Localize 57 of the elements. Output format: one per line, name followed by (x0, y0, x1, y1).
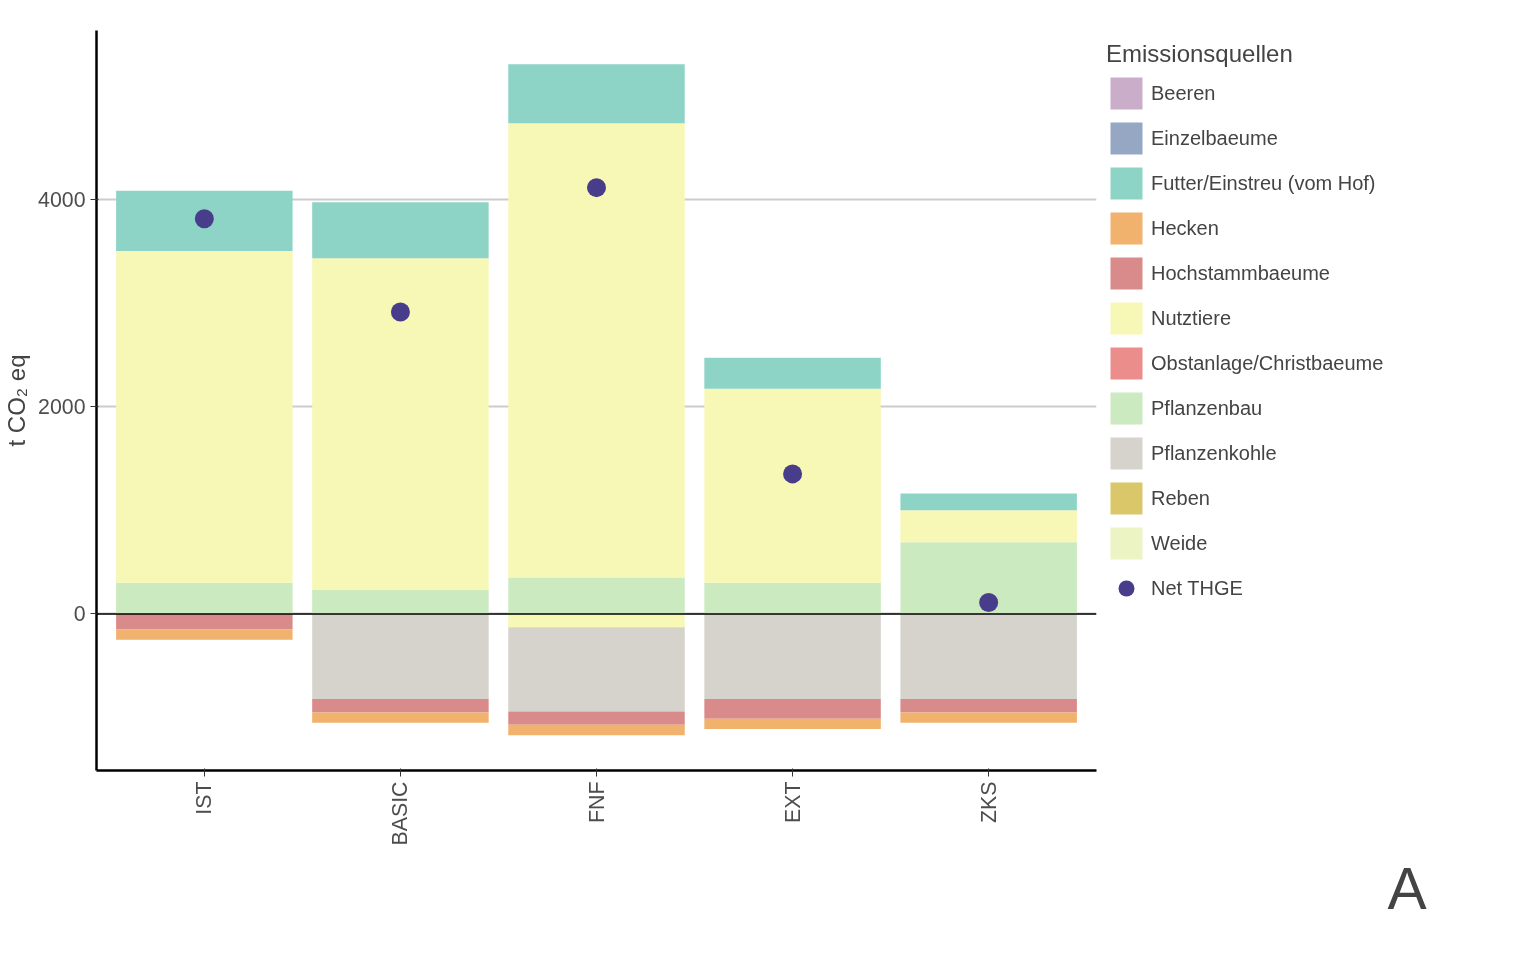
legend-label: Einzelbaeume (1151, 126, 1278, 150)
bar (312, 590, 489, 614)
point (587, 178, 606, 198)
y-tick-label: 0 (73, 602, 86, 627)
point (783, 464, 803, 484)
legend-label: Weide (1151, 531, 1208, 555)
bar (900, 613, 1077, 699)
bar (312, 202, 489, 259)
bar (116, 190, 293, 251)
bar (508, 724, 685, 736)
bar (312, 698, 489, 713)
bar (900, 542, 1077, 614)
bar (312, 712, 489, 723)
point (194, 209, 214, 229)
bar (116, 582, 293, 614)
bar (312, 613, 489, 699)
bar (704, 388, 881, 583)
bar (704, 698, 881, 719)
x-tick-label: BASIC (388, 781, 413, 846)
bar (508, 64, 685, 124)
bar (312, 258, 489, 591)
bar (704, 582, 881, 614)
legend-label: Pflanzenbau (1151, 396, 1263, 420)
legend-label: Nutztiere (1151, 306, 1232, 330)
bar (116, 613, 293, 630)
bar (508, 123, 685, 578)
y-tick-label: 4000 (38, 187, 86, 212)
bar (900, 712, 1077, 723)
legend-label: Pflanzenkohle (1151, 441, 1277, 465)
legend-title: Emissionsquellen (1106, 40, 1294, 68)
legend-label: Futter/Einstreu (vom Hof) (1151, 171, 1376, 195)
bar (116, 250, 293, 583)
x-tick-label: EXT (780, 781, 805, 823)
bar (900, 493, 1077, 511)
point (979, 593, 999, 612)
bar (508, 577, 685, 614)
bar (704, 357, 881, 389)
bar (508, 711, 685, 725)
y-axis-title: t CO₂ eq (3, 354, 31, 447)
bar (900, 510, 1077, 543)
text: A (1387, 855, 1428, 921)
x-tick-label: FNF (584, 781, 609, 823)
y-tick-label: 2000 (38, 394, 86, 419)
legend-label: Obstanlage/Christbaeume (1151, 351, 1384, 375)
bar (508, 627, 685, 712)
bar (704, 718, 881, 730)
bar (116, 629, 293, 640)
legend-label: Hecken (1151, 216, 1219, 240)
x-tick-label: ZKS (976, 781, 1001, 823)
point (390, 302, 410, 322)
legend-label: Beeren (1151, 81, 1216, 105)
bar (900, 698, 1077, 713)
x-tick-label: IST (192, 781, 217, 815)
legend-label: Net THGE (1151, 576, 1243, 600)
legend-label: Reben (1151, 486, 1210, 510)
legend-label: Hochstammbaeume (1151, 261, 1330, 285)
bar (704, 613, 881, 699)
